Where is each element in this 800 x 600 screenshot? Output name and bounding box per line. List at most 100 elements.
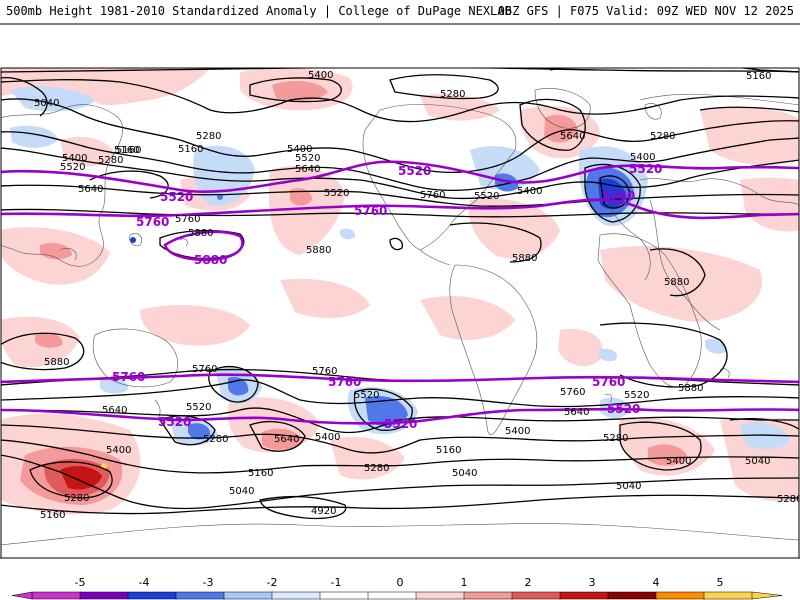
contour-label: 5400 <box>308 70 333 81</box>
contour-label: 5400 <box>517 186 542 197</box>
contour-label: 5400 <box>106 445 131 456</box>
contour-label: 5880 <box>512 253 537 264</box>
purple-contour-label: 5520 <box>158 415 191 429</box>
colorbar-swatch <box>79 591 129 600</box>
contour-label: 5160 <box>248 468 273 479</box>
contour-label: 5400 <box>315 432 340 443</box>
colorbar-swatch <box>271 591 321 600</box>
colorbar-swatch <box>127 591 177 600</box>
contour-label: 5880 <box>188 228 213 239</box>
contour-label: 5760 <box>192 364 217 375</box>
purple-contour-label: 5520 <box>160 190 193 204</box>
contour-label: 4920 <box>311 506 336 517</box>
contour-label: 5760 <box>560 387 585 398</box>
contour-label: 5160 <box>178 144 203 155</box>
colorbar-max-arrow <box>751 591 783 600</box>
contour-label: 5280 <box>196 131 221 142</box>
purple-contour-label: 5520 <box>398 164 431 178</box>
contour-label: 5520 <box>354 390 379 401</box>
colorbar-swatch <box>607 591 657 600</box>
contour-label: 5160 <box>114 145 139 156</box>
purple-contour-label: 5520 <box>384 417 417 431</box>
height-contours <box>1 68 799 520</box>
contour-label: 5160 <box>746 71 771 82</box>
colorbar-tick-label: -3 <box>203 576 214 589</box>
contour-label: 5640 <box>560 131 585 142</box>
contour-label: 5280 <box>603 433 628 444</box>
colorbar-min-arrow <box>11 591 33 600</box>
colorbar-tick-label: 4 <box>653 576 660 589</box>
contour-label: 5760 <box>312 366 337 377</box>
colorbar-swatch <box>463 591 513 600</box>
highlighted-contours <box>1 160 799 425</box>
purple-contour-label: 5760 <box>136 215 169 229</box>
purple-contour-label: 5760 <box>592 375 625 389</box>
contour-label: 5640 <box>78 184 103 195</box>
colorbar-tick-label: -2 <box>267 576 278 589</box>
contour-label: 5520 <box>295 153 320 164</box>
strong-positive-anomaly-shading <box>20 80 688 505</box>
contour-label: 5400 <box>630 152 655 163</box>
colorbar-swatch <box>655 591 705 600</box>
contour-label: 5400 <box>505 426 530 437</box>
colorbar-swatch <box>415 591 465 600</box>
contour-label: 5160 <box>40 510 65 521</box>
colorbar <box>11 591 783 600</box>
purple-contour-label: 5760 <box>112 370 145 384</box>
contour-label: 5640 <box>274 434 299 445</box>
contour-label: 5280 <box>203 434 228 445</box>
contour-label: 5040 <box>452 468 477 479</box>
colorbar-swatch <box>319 591 369 600</box>
contour-label: 5400 <box>287 144 312 155</box>
colorbar-tick-label: -4 <box>139 576 150 589</box>
purple-contour-label: 5520 <box>629 162 662 176</box>
purple-contour-label: 5520 <box>607 402 640 416</box>
contour-label: 5640 <box>564 407 589 418</box>
contour-label: 5280 <box>364 463 389 474</box>
height-contour-labels: 5400 5040 5280 5160 5280 5400 5520 5640 … <box>34 70 799 521</box>
purple-contour-label: 5760 <box>602 189 635 203</box>
contour-label: 5160 <box>436 445 461 456</box>
contour-label: 5520 <box>474 191 499 202</box>
contour-label: 5640 <box>102 405 127 416</box>
contour-label: 5280 <box>650 131 675 142</box>
purple-contour-label: 5880 <box>194 253 227 267</box>
contour-label: 5280 <box>64 493 89 504</box>
contour-label: 5280 <box>440 89 465 100</box>
contour-label: 5640 <box>295 164 320 175</box>
colorbar-swatch <box>223 591 273 600</box>
contour-label: 5520 <box>624 390 649 401</box>
purple-contour-label: 5760 <box>354 204 387 218</box>
colorbar-swatch <box>31 591 81 600</box>
colorbar-tick-label: 5 <box>717 576 724 589</box>
contour-label: 5400 <box>62 153 87 164</box>
colorbar-swatch <box>559 591 609 600</box>
contour-label: 5880 <box>664 277 689 288</box>
colorbar-ticks: -5 -4 -3 -2 -1 0 1 2 3 4 5 <box>75 576 724 589</box>
contour-label: 5520 <box>186 402 211 413</box>
contour-label: 5760 <box>420 190 445 201</box>
colorbar-swatch <box>367 591 417 600</box>
colorbar-tick-label: -5 <box>75 576 86 589</box>
contour-label: 5880 <box>678 383 703 394</box>
colorbar-swatch <box>703 591 753 600</box>
colorbar-tick-label: 0 <box>397 576 404 589</box>
purple-contour-label: 5760 <box>328 375 361 389</box>
contour-label: 5880 <box>306 245 331 256</box>
map-title: 500mb Height 1981-2010 Standardized Anom… <box>6 4 512 18</box>
colorbar-tick-label: -1 <box>331 576 342 589</box>
contour-label: 5040 <box>745 456 770 467</box>
contour-label: 5520 <box>60 162 85 173</box>
colorbar-swatch <box>175 591 225 600</box>
highlighted-contour-labels: 5520 5760 5880 5520 5760 5520 5760 5760 … <box>112 162 662 431</box>
contour-label: 5760 <box>175 214 200 225</box>
colorbar-tick-label: 1 <box>461 576 468 589</box>
colorbar-tick-label: 2 <box>525 576 532 589</box>
contour-label: 5880 <box>44 357 69 368</box>
contour-label: 5040 <box>616 481 641 492</box>
colorbar-tick-label: 3 <box>589 576 596 589</box>
contour-label: 5520 <box>324 188 349 199</box>
contour-label: 5160 <box>116 145 141 156</box>
